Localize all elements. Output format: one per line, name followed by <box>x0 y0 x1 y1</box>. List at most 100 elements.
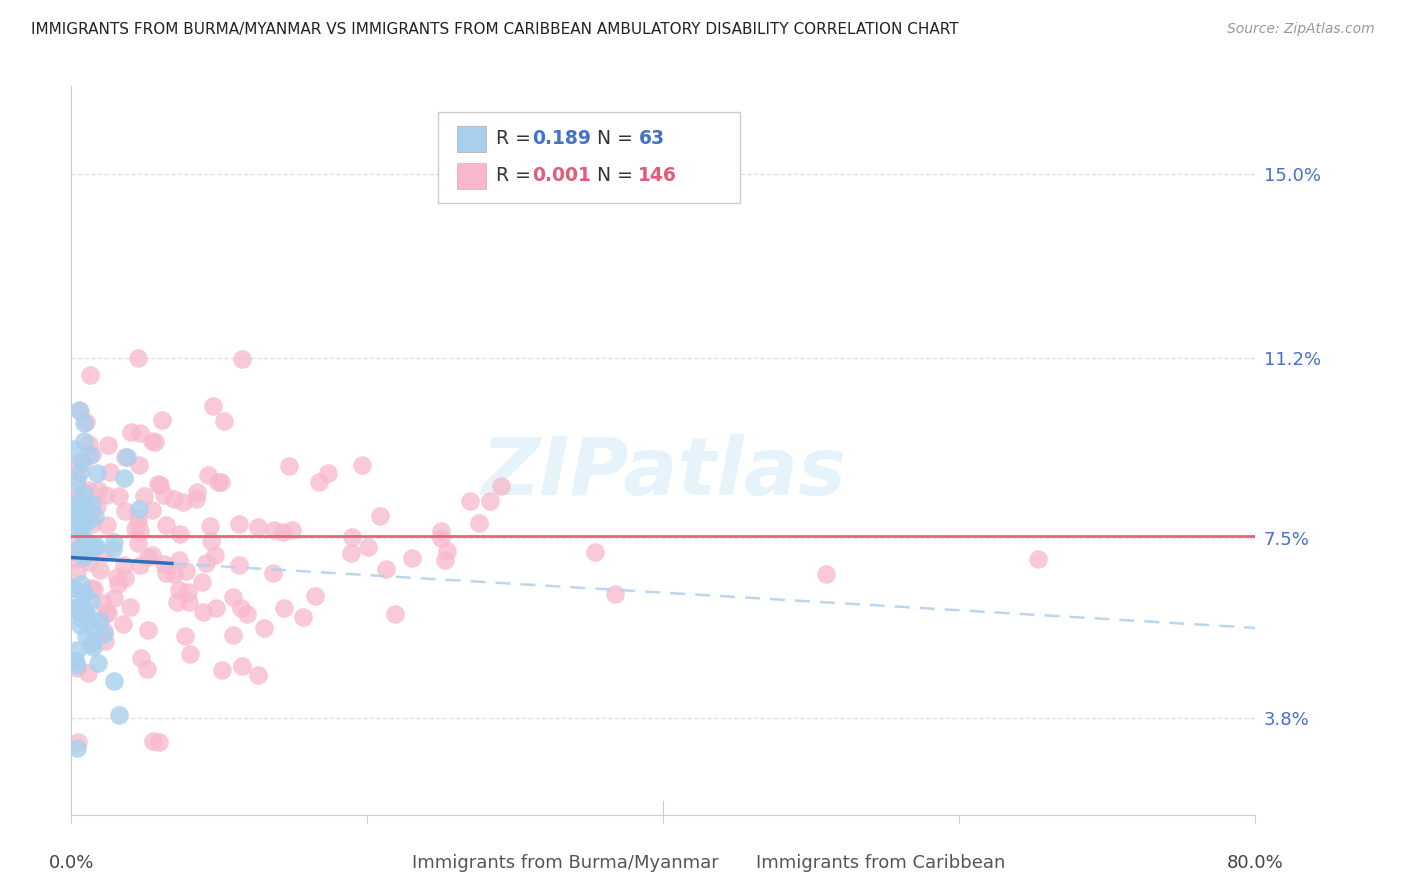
Point <box>128 524 150 538</box>
Text: R =: R = <box>496 166 537 186</box>
Point <box>150 413 173 427</box>
Point <box>146 477 169 491</box>
Point <box>253 621 276 635</box>
Point <box>66 458 89 473</box>
Point <box>162 492 184 507</box>
Point <box>136 661 159 675</box>
Point <box>179 647 201 661</box>
Point <box>66 643 89 657</box>
Point <box>105 570 128 584</box>
Point <box>262 566 284 580</box>
Point <box>107 708 129 723</box>
Point <box>62 581 84 595</box>
Point <box>77 665 100 680</box>
Point <box>80 612 103 626</box>
Point <box>75 497 97 511</box>
Point <box>467 516 489 530</box>
Point <box>204 548 226 562</box>
Point <box>148 735 170 749</box>
Point <box>66 551 89 566</box>
Point <box>166 594 188 608</box>
Point <box>222 628 245 642</box>
Point <box>583 544 606 558</box>
Point <box>66 491 89 506</box>
Point <box>212 414 235 428</box>
Point <box>200 533 222 548</box>
Point <box>103 591 125 605</box>
Point <box>384 607 406 622</box>
Point <box>433 553 456 567</box>
Point <box>191 574 214 589</box>
Point <box>70 494 93 508</box>
Point <box>281 524 304 538</box>
Point <box>70 500 93 514</box>
Point <box>87 657 110 671</box>
Point <box>89 614 111 628</box>
Point <box>84 509 107 524</box>
Point <box>62 544 84 558</box>
Point <box>263 523 285 537</box>
Point <box>80 581 103 595</box>
Point <box>401 551 423 566</box>
Point <box>72 587 94 601</box>
Point <box>236 607 259 621</box>
Point <box>489 479 512 493</box>
Point <box>186 485 208 500</box>
FancyBboxPatch shape <box>457 162 485 189</box>
Text: 80.0%: 80.0% <box>1227 854 1284 872</box>
Point <box>201 399 224 413</box>
Point <box>107 577 129 591</box>
Point <box>62 582 84 596</box>
Point <box>114 450 136 464</box>
Point <box>69 618 91 632</box>
Point <box>93 627 115 641</box>
Point <box>73 585 96 599</box>
Point <box>129 558 152 572</box>
Point <box>96 488 118 502</box>
Point <box>357 540 380 554</box>
Point <box>308 475 330 489</box>
Point <box>66 741 89 756</box>
Text: 0.189: 0.189 <box>531 129 591 148</box>
Point <box>93 624 115 639</box>
Point <box>120 425 142 439</box>
Point <box>69 577 91 591</box>
Point <box>72 542 94 557</box>
Point <box>603 587 626 601</box>
Point <box>83 624 105 639</box>
Text: R =: R = <box>496 129 537 148</box>
Point <box>62 499 84 513</box>
Point <box>141 503 163 517</box>
Point <box>231 659 253 673</box>
Point <box>136 623 159 637</box>
Point <box>149 478 172 492</box>
Point <box>69 523 91 537</box>
Point <box>231 601 253 615</box>
Point <box>145 435 167 450</box>
Point <box>62 602 84 616</box>
Point <box>153 557 176 571</box>
Point <box>86 499 108 513</box>
Ellipse shape <box>381 854 401 871</box>
Point <box>231 351 253 366</box>
Point <box>79 437 101 451</box>
Point <box>80 504 103 518</box>
Point <box>458 493 481 508</box>
Point <box>246 668 269 682</box>
Point <box>174 564 197 578</box>
Point <box>103 673 125 688</box>
Point <box>82 497 104 511</box>
Point <box>204 601 226 615</box>
Point <box>292 610 315 624</box>
Point <box>73 486 96 500</box>
Point <box>70 512 93 526</box>
Point <box>114 471 136 485</box>
Point <box>429 524 451 538</box>
Point <box>114 570 136 584</box>
Point <box>72 549 94 564</box>
Point <box>177 594 200 608</box>
Point <box>72 455 94 469</box>
Point <box>80 594 103 608</box>
Point <box>141 549 163 563</box>
Point <box>340 530 363 544</box>
